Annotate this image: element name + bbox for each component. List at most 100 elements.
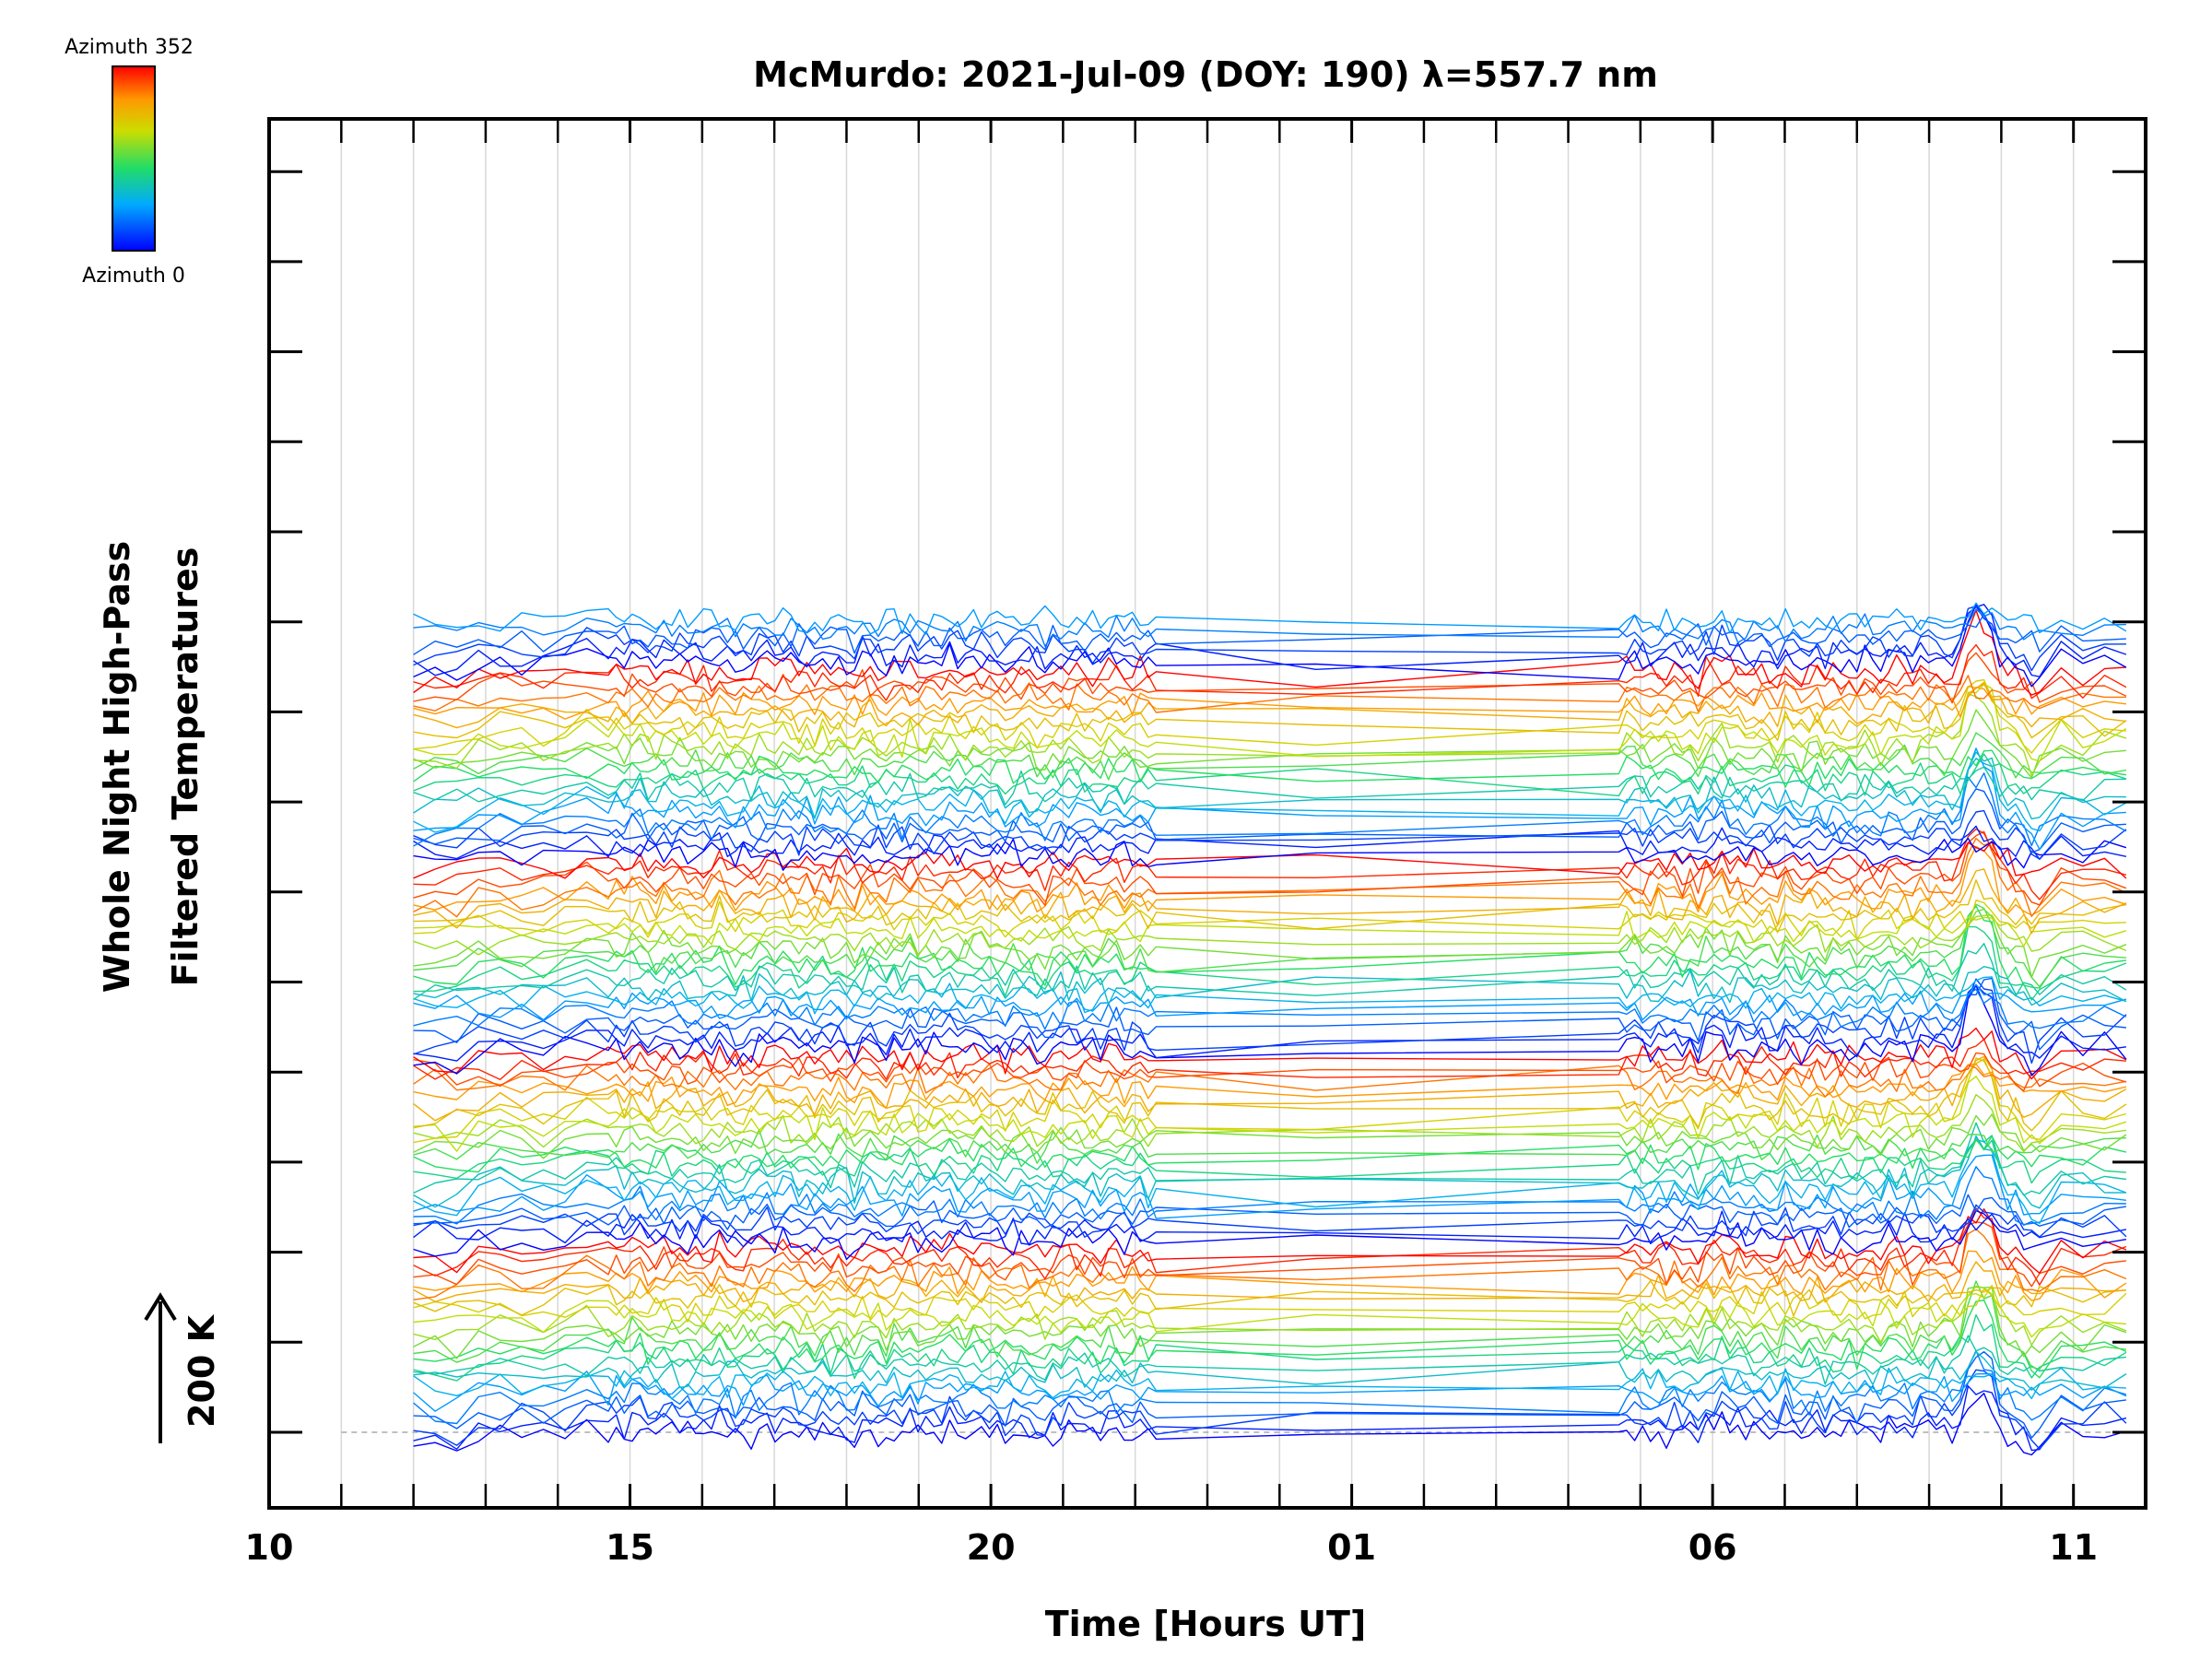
- series-line: [413, 772, 2127, 847]
- x-tick-labels: 10 15 20 01 06 11: [245, 1527, 2099, 1568]
- x-tick-label: 01: [1327, 1527, 1376, 1568]
- series-line: [413, 1209, 2127, 1261]
- series-line: [413, 914, 2127, 957]
- series-line: [413, 837, 2127, 871]
- series-line: [413, 1221, 2126, 1288]
- series-line: [413, 841, 2127, 879]
- series-line: [413, 879, 2127, 934]
- y-axis-label-line2: Filtered Temperatures: [165, 547, 206, 987]
- series-line: [413, 606, 2126, 672]
- series-line: [413, 1350, 2126, 1439]
- series-line: [413, 1228, 2127, 1300]
- series-line: [413, 1055, 2127, 1122]
- series-line: [413, 1385, 2127, 1452]
- series-line: [413, 604, 2127, 677]
- series-line: [413, 983, 2127, 1021]
- series-line: [413, 1261, 2126, 1303]
- series-line: [413, 1349, 2127, 1425]
- series-line: [413, 825, 2127, 860]
- series-line: [413, 809, 2127, 860]
- series-line: [413, 1369, 2127, 1450]
- series-line: [413, 1285, 2127, 1347]
- series-line: [413, 903, 2126, 988]
- x-tick-label: 11: [2049, 1527, 2098, 1568]
- axes: [267, 117, 2147, 1510]
- series-line: [413, 1194, 2127, 1230]
- series-line: [413, 1279, 2126, 1317]
- y-axis-label-line1: Whole Night High-Pass: [97, 541, 137, 993]
- series-line: [413, 1210, 2127, 1248]
- series-line: [413, 984, 2127, 1077]
- series-line: [413, 1286, 2127, 1359]
- series-line: [413, 687, 2126, 720]
- series-line: [413, 766, 2126, 806]
- series-line: [413, 1204, 2127, 1239]
- series-line: [413, 732, 2127, 781]
- series-line: [413, 683, 2126, 729]
- series-line: [413, 977, 2126, 1051]
- series-line: [413, 709, 2126, 779]
- scale-arrow: [144, 1292, 177, 1443]
- series-line: [413, 1057, 2127, 1144]
- series-line: [413, 602, 2127, 635]
- series-line: [413, 675, 2126, 713]
- series-line: [413, 1166, 2126, 1226]
- scale-label: 200 K: [182, 1313, 222, 1428]
- series-line: [413, 644, 2127, 701]
- x-tick-label: 15: [606, 1527, 654, 1568]
- x-axis-label: Time [Hours UT]: [1045, 1604, 1367, 1644]
- series-line: [413, 1207, 2127, 1275]
- series-line: [413, 1093, 2126, 1153]
- series-line: [413, 1027, 2127, 1080]
- series-line: [413, 838, 2127, 918]
- series-line: [413, 1313, 2127, 1382]
- series-line: [413, 1154, 2126, 1219]
- series-line: [413, 943, 2127, 1000]
- series-line: [413, 609, 2126, 696]
- series-line: [413, 747, 2126, 851]
- series-line: [413, 753, 2127, 797]
- series-line: [413, 988, 2127, 1030]
- series-line: [413, 749, 2126, 788]
- x-tick-label: 06: [1688, 1527, 1737, 1568]
- series-line: [413, 758, 2127, 833]
- series-line: [413, 828, 2127, 900]
- x-tick-label: 10: [245, 1527, 294, 1568]
- series-line: [413, 613, 2126, 655]
- series-line: [413, 751, 2126, 820]
- series-line: [413, 1052, 2127, 1092]
- colorbar-top-label: Azimuth 352: [65, 36, 194, 59]
- colorbar: [112, 65, 156, 252]
- series-line: [413, 925, 2127, 1001]
- series-line: [413, 1122, 2126, 1196]
- series-line: [413, 1350, 2127, 1391]
- series-line: [413, 1284, 2126, 1338]
- series-line: [413, 1335, 2126, 1385]
- series-line: [413, 900, 2126, 940]
- series-line: [413, 1038, 2126, 1081]
- series-line: [413, 965, 2127, 1006]
- series-line: [413, 976, 2127, 1015]
- series-line: [413, 693, 2127, 777]
- series-line: [413, 1288, 2127, 1323]
- series-line: [413, 905, 2126, 989]
- series-line: [413, 681, 2127, 741]
- chart-title: McMurdo: 2021-Jul-09 (DOY: 190) λ=557.7 …: [753, 54, 1658, 95]
- series-line: [413, 845, 2127, 916]
- colorbar-bottom-label: Azimuth 0: [82, 265, 185, 288]
- series-line: [413, 911, 2127, 947]
- x-tick-label: 20: [967, 1527, 1016, 1568]
- series-line: [413, 1113, 2127, 1159]
- series-line: [413, 1063, 2127, 1110]
- series-line: [413, 788, 2126, 853]
- series-line: [413, 1076, 2127, 1152]
- series-group: [413, 602, 2127, 1456]
- series-line: [413, 683, 2127, 762]
- series-line: [413, 1371, 2127, 1412]
- series-line: [413, 1250, 2127, 1301]
- series-line: [413, 678, 2126, 754]
- series-line: [413, 1137, 2126, 1184]
- series-line: [413, 908, 2127, 978]
- series-line: [413, 1206, 2127, 1286]
